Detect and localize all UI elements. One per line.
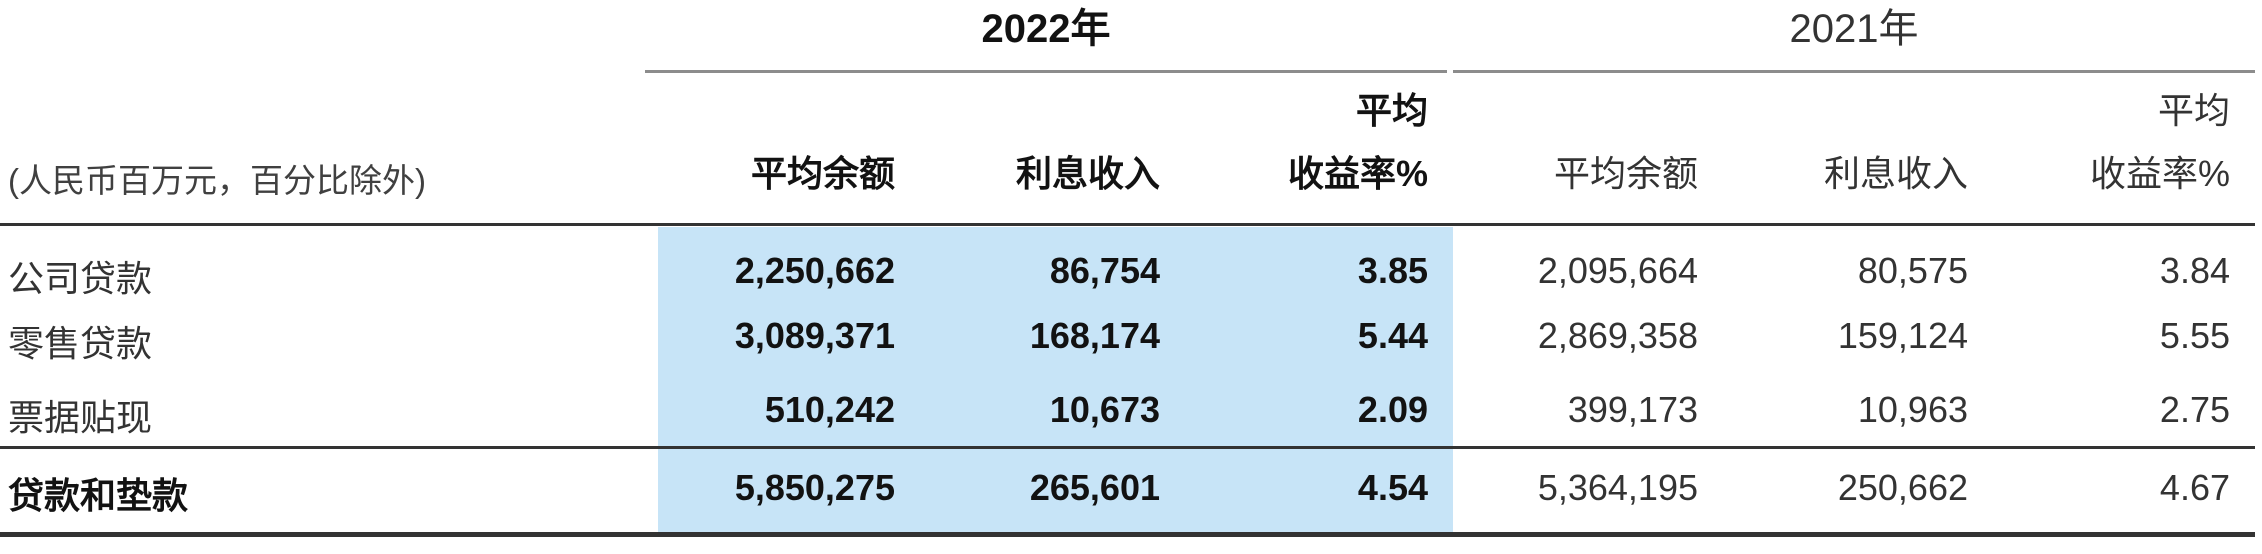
cell-2021-avg-balance: 399,173 xyxy=(1567,389,1698,430)
cell-2021-avg-balance: 2,095,664 xyxy=(1537,250,1698,291)
cell-2021-interest-income: 10,963 xyxy=(1857,389,1968,430)
rule-under-2021 xyxy=(1453,70,2255,73)
row-label-discounted-bills: 票据贴现 xyxy=(8,397,153,438)
rule-under-2022 xyxy=(645,70,1447,73)
column-group-2022: 2022年 xyxy=(981,7,1111,51)
row-label-retail-loans: 零售贷款 xyxy=(8,323,153,364)
table-row: 公司贷款 2,250,662 86,754 3.85 2,095,664 80,… xyxy=(0,250,2262,299)
cell-2022-avg-balance: 5,850,275 xyxy=(734,467,895,508)
cell-2022-avg-balance: 2,250,662 xyxy=(734,250,895,291)
table-row: 零售贷款 3,089,371 168,174 5.44 2,869,358 15… xyxy=(0,315,2262,364)
table-row: 票据贴现 510,242 10,673 2.09 399,173 10,963 … xyxy=(0,389,2262,438)
cell-2021-avg-balance: 2,869,358 xyxy=(1537,315,1698,356)
header-2021-avg-balance: 平均余额 xyxy=(1553,153,1698,194)
cell-2021-avg-yield: 5.55 xyxy=(2159,315,2230,356)
header-2022-avg-balance: 平均余额 xyxy=(750,153,895,194)
rule-header-bottom xyxy=(0,223,2255,226)
cell-2021-avg-yield: 3.84 xyxy=(2159,250,2230,291)
unit-note: (人民币百万元，百分比除外) xyxy=(8,162,426,199)
table-total-row: 贷款和垫款 5,850,275 265,601 4.54 5,364,195 2… xyxy=(0,467,2262,516)
header-2021-avg-yield-line1: 平均 xyxy=(2157,90,2230,131)
cell-2021-interest-income: 250,662 xyxy=(1837,467,1968,508)
cell-2022-avg-balance: 510,242 xyxy=(764,389,895,430)
header-2021-interest-income: 利息收入 xyxy=(1823,153,1968,194)
cell-2022-interest-income: 10,673 xyxy=(1049,389,1160,430)
cell-2022-avg-yield: 2.09 xyxy=(1357,389,1428,430)
row-label-corporate-loans: 公司贷款 xyxy=(8,258,153,299)
cell-2022-avg-balance: 3,089,371 xyxy=(734,315,895,356)
column-group-2021: 2021年 xyxy=(1789,7,1919,51)
cell-2021-interest-income: 159,124 xyxy=(1837,315,1968,356)
header-2022-avg-yield-line1: 平均 xyxy=(1355,90,1428,131)
header-2022-avg-yield-line2: 收益率% xyxy=(1287,153,1428,194)
cell-2021-interest-income: 80,575 xyxy=(1857,250,1968,291)
cell-2021-avg-balance: 5,364,195 xyxy=(1537,467,1698,508)
header-2022-interest-income: 利息收入 xyxy=(1015,153,1160,194)
row-label-loans-and-advances: 贷款和垫款 xyxy=(8,475,189,516)
cell-2021-avg-yield: 2.75 xyxy=(2159,389,2230,430)
header-2021-avg-yield-line2: 收益率% xyxy=(2089,153,2230,194)
cell-2022-avg-yield: 5.44 xyxy=(1357,315,1428,356)
cell-2022-avg-yield: 4.54 xyxy=(1357,467,1428,508)
cell-2022-interest-income: 168,174 xyxy=(1029,315,1160,356)
highlight-2022-band xyxy=(658,227,1453,533)
cell-2021-avg-yield: 4.67 xyxy=(2159,467,2230,508)
cell-2022-interest-income: 265,601 xyxy=(1029,467,1160,508)
rule-above-total xyxy=(0,446,2255,449)
cell-2022-interest-income: 86,754 xyxy=(1049,250,1160,291)
rule-table-bottom xyxy=(0,532,2255,537)
cell-2022-avg-yield: 3.85 xyxy=(1357,250,1428,291)
